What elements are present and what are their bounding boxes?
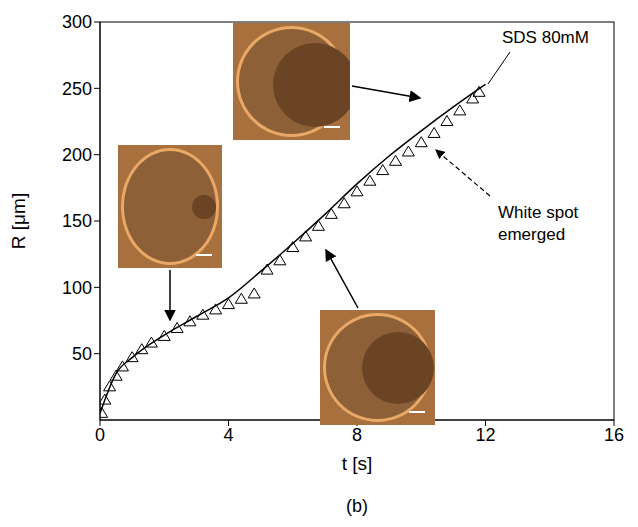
svg-text:0: 0 <box>95 425 105 445</box>
svg-text:4: 4 <box>223 425 233 445</box>
html-text:(b): (b) <box>346 496 368 516</box>
svg-text:8: 8 <box>352 425 362 445</box>
svg-text:t [s]: t [s] <box>342 453 373 474</box>
svg-text:250: 250 <box>62 79 92 99</box>
svg-text:50: 50 <box>72 344 92 364</box>
svg-text:200: 200 <box>62 145 92 165</box>
svg-text:150: 150 <box>62 211 92 231</box>
svg-text:16: 16 <box>604 425 624 445</box>
svg-text:300: 300 <box>62 12 92 32</box>
svg-text:12: 12 <box>475 425 495 445</box>
svg-text:100: 100 <box>62 278 92 298</box>
html-text:SDS 80mM: SDS 80mM <box>502 28 589 47</box>
html-text:emerged: emerged <box>498 225 566 244</box>
svg-text:R [μm]: R [μm] <box>8 193 29 249</box>
html-text:White spot: White spot <box>498 203 579 222</box>
